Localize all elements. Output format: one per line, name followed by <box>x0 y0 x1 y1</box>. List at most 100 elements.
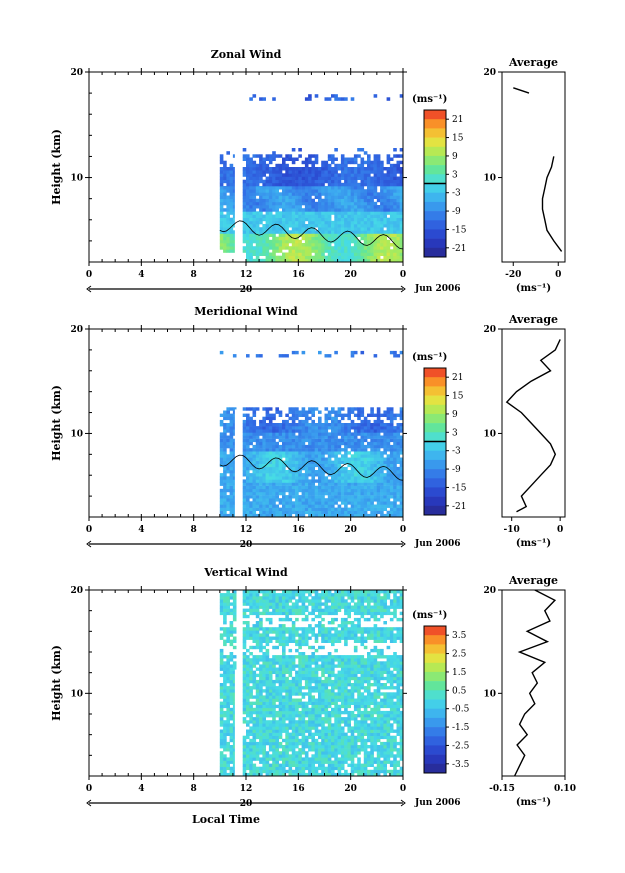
heatmap-cell <box>301 748 306 752</box>
heatmap-cell <box>383 249 387 253</box>
heatmap-cell <box>350 258 355 263</box>
heatmap-cell <box>232 230 237 234</box>
heatmap-cell <box>275 723 279 727</box>
heatmap-cell <box>344 211 348 215</box>
heatmap-cell <box>272 182 276 187</box>
heatmap-cell <box>282 236 286 241</box>
heatmap-cell <box>324 227 329 231</box>
heatmap-cell <box>285 710 289 715</box>
heatmap-cell <box>386 176 391 180</box>
heatmap-cell <box>344 217 348 222</box>
heatmap-cell <box>272 491 276 496</box>
heatmap-cell <box>249 239 253 244</box>
heatmap-cell <box>219 738 224 743</box>
heatmap-cell <box>275 735 279 740</box>
heatmap-cell <box>367 423 371 427</box>
heatmap-cell <box>285 476 289 480</box>
heatmap-cell <box>219 498 224 502</box>
heatmap-cell <box>262 735 266 740</box>
heatmap-cell <box>272 655 276 659</box>
heatmap-cell <box>334 498 338 502</box>
heatmap-cell <box>367 211 371 215</box>
heatmap-cell <box>350 205 355 209</box>
heatmap-cell <box>275 655 279 659</box>
heatmap-cell <box>249 611 253 616</box>
heatmap-cell <box>357 466 361 471</box>
heatmap-cell <box>272 451 276 455</box>
heatmap-cell <box>373 473 378 477</box>
heatmap-cell <box>347 441 351 446</box>
heatmap-cell <box>268 692 273 696</box>
heatmap-cell <box>389 217 394 222</box>
heatmap-cell <box>285 482 289 486</box>
heatmap-cell <box>226 233 230 237</box>
heatmap-cell <box>337 189 342 193</box>
heatmap-cell <box>275 689 279 693</box>
heatmap-cell <box>259 605 263 609</box>
heatmap-cell <box>291 661 296 665</box>
heatmap-cell <box>285 198 289 203</box>
heatmap-cell <box>246 710 250 715</box>
heatmap-cell <box>246 214 250 218</box>
heatmap-cell <box>301 236 306 241</box>
heatmap-cell <box>386 413 391 417</box>
heatmap-cell <box>321 438 325 443</box>
heatmap-cell <box>278 410 283 414</box>
heatmap-cell <box>304 198 309 203</box>
heatmap-cell <box>288 692 293 696</box>
heatmap-cell <box>380 441 384 446</box>
heatmap-cell <box>275 407 279 411</box>
heatmap-cell <box>334 463 338 468</box>
heatmap-cell <box>295 757 299 761</box>
heatmap-cell <box>255 655 260 659</box>
heatmap-cell <box>246 754 250 758</box>
heatmap-cell <box>226 726 230 730</box>
heatmap-cell <box>370 205 374 209</box>
heatmap-cell <box>376 435 381 439</box>
heatmap-cell <box>268 451 273 455</box>
heatmap-cell <box>357 416 361 421</box>
heatmap-cell <box>259 748 263 752</box>
heatmap-cell <box>268 720 273 724</box>
heatmap-cell <box>301 485 306 490</box>
heatmap-cell <box>389 201 394 206</box>
heatmap-cell <box>255 432 260 436</box>
heatmap-cell <box>288 704 293 709</box>
heatmap-cell <box>278 757 283 761</box>
heatmap-cell <box>380 429 384 433</box>
heatmap-cell <box>350 246 355 250</box>
heatmap-cell <box>249 176 253 180</box>
heatmap-cell <box>334 255 338 260</box>
heatmap-cell <box>295 732 299 736</box>
heatmap-cell <box>295 407 299 411</box>
heatmap-cell <box>363 482 368 486</box>
heatmap-cell <box>383 466 387 471</box>
heatmap-cell <box>350 448 355 452</box>
heatmap-cell <box>255 689 260 693</box>
heatmap-cell <box>373 167 378 171</box>
heatmap-cell <box>340 173 345 177</box>
heatmap-cell <box>229 438 234 443</box>
heatmap-cell <box>223 163 227 168</box>
heatmap-cell <box>383 482 387 486</box>
heatmap-cell <box>331 186 335 190</box>
heatmap-cell <box>301 198 306 203</box>
heatmap-cell <box>278 655 283 659</box>
heatmap-cell <box>255 189 260 193</box>
heatmap-cell <box>262 661 266 665</box>
heatmap-cell <box>282 667 286 671</box>
heatmap-cell <box>282 624 286 628</box>
heatmap-cell <box>219 413 224 417</box>
heatmap-cell <box>232 413 237 417</box>
heatmap-cell <box>255 630 260 634</box>
heatmap-cell <box>324 217 329 222</box>
heatmap-cell <box>242 513 247 518</box>
colorbar-band <box>424 165 446 175</box>
heatmap-cell <box>223 621 227 625</box>
heatmap-cell <box>223 507 227 511</box>
heatmap-cell <box>318 239 322 244</box>
colorbar-band <box>424 423 446 433</box>
heatmap-cell <box>318 214 322 218</box>
heatmap-cell <box>275 208 279 212</box>
heatmap-cell <box>232 410 237 414</box>
